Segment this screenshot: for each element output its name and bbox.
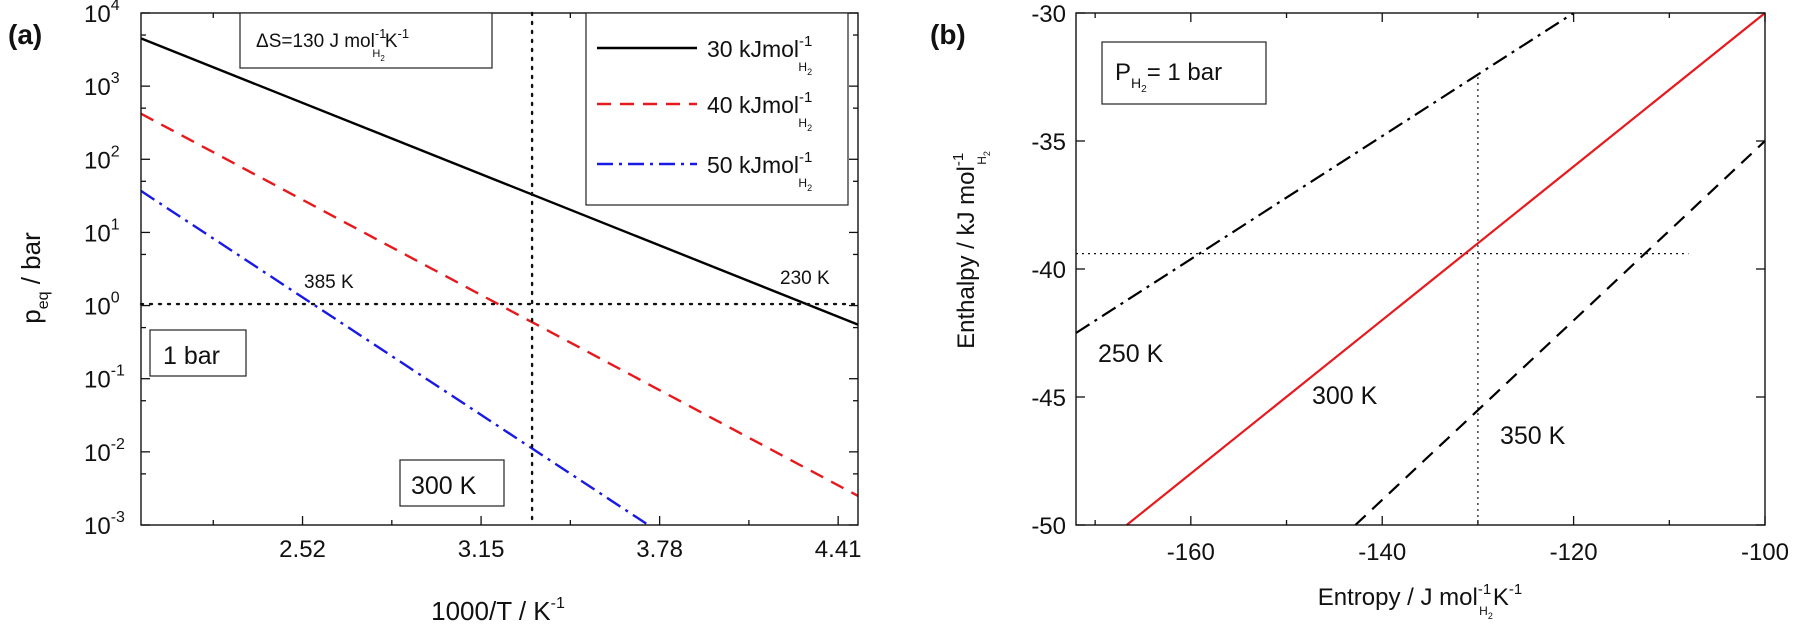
legend-label-50: 50 kJmol-1 H2 — [707, 149, 812, 193]
legend-a — [585, 12, 849, 206]
y-axis-title-b: Enthalpy / kJ mol-1 H2 — [950, 151, 992, 349]
t350-label: 350 K — [1500, 422, 1566, 450]
panel-b-label: (b) — [930, 19, 966, 50]
x-axis-title-b: Entropy / J mol-1 H2K-1 — [1318, 581, 1522, 621]
pressure-label: PH2= 1 bar — [1115, 59, 1222, 95]
y-tick-label-a-4: 100 — [84, 290, 120, 321]
series-b-0 — [1075, 12, 1575, 334]
entropy-annotation: ΔS=130 J mol-1 H2K-1 — [256, 26, 409, 63]
x-tick-label-a-1: 3.15 — [458, 536, 505, 563]
y-tick-label-a-7: 10-3 — [84, 509, 125, 540]
t300-box-a — [399, 459, 505, 507]
one-bar-box — [149, 329, 247, 377]
t300-label-a: 300 K — [411, 472, 477, 500]
y-tick-label-b-0: -30 — [1031, 1, 1066, 28]
y-tick-label-a-1: 103 — [84, 70, 120, 101]
x-tick-label-a-0: 2.52 — [279, 536, 326, 563]
y-tick-label-b-4: -50 — [1031, 513, 1066, 540]
legend-label-30: 30 kJmol-1 H2 — [707, 33, 812, 77]
y-tick-label-b-3: -45 — [1031, 385, 1066, 412]
series-a-1 — [140, 112, 859, 497]
legend-label-40: 40 kJmol-1 H2 — [707, 89, 812, 133]
y-tick-label-a-2: 102 — [84, 143, 120, 174]
entropy-annotation-box — [239, 12, 493, 69]
t385-label: 385 K — [304, 272, 354, 293]
x-tick-label-a-3: 4.41 — [815, 536, 862, 563]
legend-entry-30: 30 kJmol-1 H2 — [597, 33, 812, 77]
y-tick-label-a-3: 101 — [84, 216, 120, 247]
series-b-2 — [1354, 140, 1766, 526]
panel-a-label: (a) — [8, 19, 42, 50]
y-tick-label-a-6: 10-2 — [84, 436, 125, 467]
legend-entry-40: 40 kJmol-1 H2 — [597, 89, 812, 133]
y-tick-label-b-1: -35 — [1031, 129, 1066, 156]
series-a-2 — [140, 189, 649, 527]
x-tick-label-b-0: -160 — [1167, 539, 1215, 566]
t300-label-b: 300 K — [1312, 382, 1378, 410]
x-axis-title-a: 1000/T / K-1 — [431, 595, 565, 626]
series-a-0 — [140, 37, 859, 326]
y-tick-label-b-2: -40 — [1031, 257, 1066, 284]
x-tick-label-a-2: 3.78 — [636, 536, 683, 563]
x-tick-label-b-3: -100 — [1741, 539, 1789, 566]
y-tick-label-a-0: 104 — [84, 0, 120, 28]
panel-b-chart: (b) -160 -140 -120 -100 -30 -35 -40 -45 -50 PH2=… — [930, 1, 1789, 621]
x-tick-label-b-1: -140 — [1358, 539, 1406, 566]
pressure-box — [1101, 41, 1267, 105]
plot-frame-b — [1075, 12, 1766, 526]
series-b-1 — [1126, 12, 1766, 526]
plot-frame-a — [140, 12, 859, 526]
panel-a-chart: (a) 2.52 3.15 3.78 4.41 104 103 102 101 100 10-1 1… — [8, 0, 862, 626]
t230-label: 230 K — [780, 268, 830, 289]
y-axis-title-a: peq / bar — [16, 232, 52, 324]
y-tick-label-a-5: 10-1 — [84, 363, 125, 394]
legend-entry-50: 50 kJmol-1 H2 — [597, 149, 812, 193]
one-bar-label: 1 bar — [163, 342, 220, 370]
x-tick-label-b-2: -120 — [1550, 539, 1598, 566]
t250-label: 250 K — [1098, 340, 1164, 368]
